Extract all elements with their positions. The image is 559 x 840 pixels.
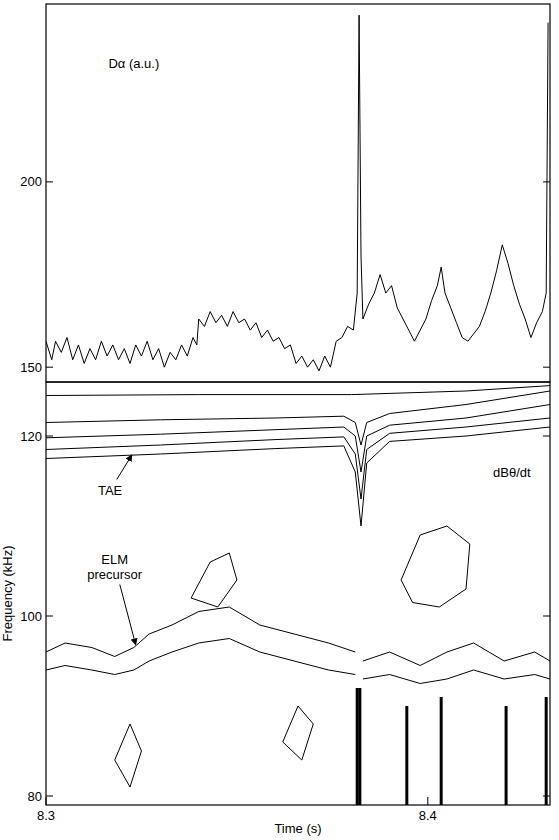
data-line (363, 643, 550, 666)
y-tick (46, 436, 53, 437)
data-line (191, 553, 237, 607)
data-line (46, 391, 550, 445)
y-tick-label: 200 (20, 174, 42, 189)
elm-band (358, 688, 361, 805)
elm-band (405, 706, 408, 805)
x-tick-label: 8.4 (419, 808, 437, 823)
y-tick (543, 616, 550, 617)
panel-1: 80 100 120 8.3 8.4 Time (s) Frequency (kHz) TAE… (0, 382, 550, 836)
data-line (46, 386, 550, 396)
annotation: dBθ/dt (493, 465, 531, 480)
y-tick (543, 436, 550, 437)
data-line (46, 15, 548, 371)
y-tick-label: 150 (20, 360, 42, 375)
annotation-arrow (117, 455, 132, 480)
elm-band (440, 697, 443, 805)
y-tick-label: 80 (28, 789, 42, 804)
data-line (46, 418, 550, 499)
y-tick-label: 120 (20, 429, 42, 444)
data-line (46, 427, 550, 526)
annotation-arrow (120, 585, 136, 645)
data-line (283, 706, 314, 760)
elm-band (545, 697, 548, 805)
annotation: ELMprecursor (87, 552, 143, 582)
y-axis-title: Frequency (kHz) (0, 545, 15, 641)
annotation-line: precursor (87, 567, 143, 582)
y-tick (46, 616, 53, 617)
annotation-line: ELM (101, 552, 128, 567)
series-group (46, 15, 548, 371)
data-line (363, 670, 550, 684)
data-line (46, 607, 355, 657)
x-tick (427, 797, 428, 805)
elm-band (356, 688, 359, 805)
annotation: TAE (98, 483, 123, 498)
data-line (115, 724, 142, 787)
y-tick (46, 181, 53, 182)
data-line (46, 405, 550, 473)
x-tick (46, 797, 47, 805)
x-tick-label: 8.3 (37, 808, 55, 823)
y-tick (46, 367, 53, 368)
data-line (46, 639, 355, 675)
y-tick (543, 796, 550, 797)
y-tick (46, 796, 53, 797)
plot-frame (46, 382, 550, 805)
series-group (46, 386, 550, 805)
y-tick-label: 100 (20, 609, 42, 624)
elm-band (505, 706, 508, 805)
annotation: Dα (a.u.) (108, 56, 159, 71)
panel-0: 150 200 Dα (a.u.) (20, 4, 550, 382)
data-line (401, 526, 470, 607)
y-tick (543, 367, 550, 368)
x-axis-title: Time (s) (274, 821, 321, 836)
plot-frame (46, 4, 550, 382)
y-tick (543, 181, 550, 182)
figure: 150 200 Dα (a.u.) 80 100 120 8.3 8.4 Time (s) Fre… (0, 0, 559, 840)
